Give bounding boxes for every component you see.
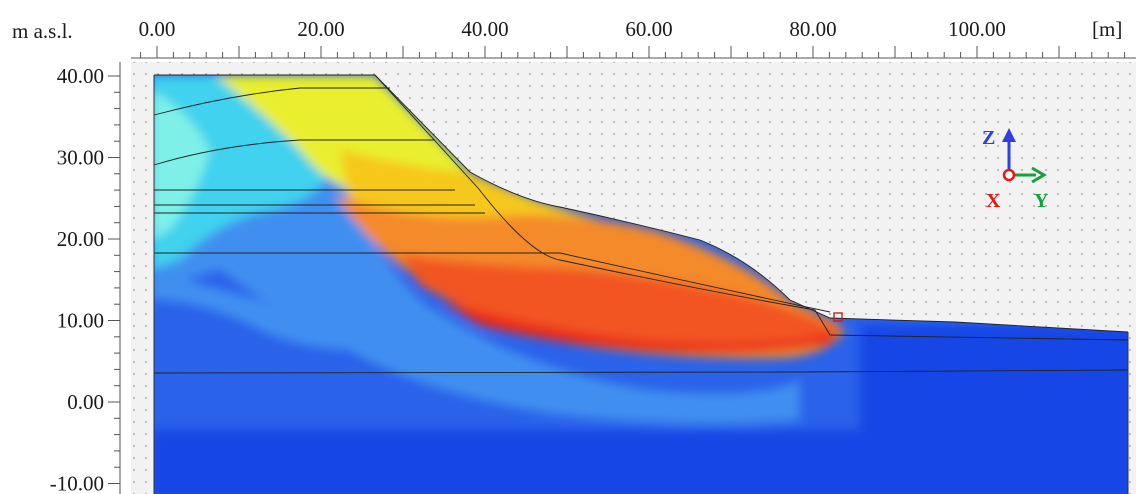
x-axis-label: X (986, 190, 1001, 212)
horizontal-tick-label: 40.00 (461, 17, 508, 41)
bedrock-band (154, 430, 1128, 494)
vertical-tick-label: 10.00 (57, 309, 104, 333)
vertical-tick-labels: 40.00 30.00 20.00 10.00 0.00 -10.00 (50, 64, 104, 494)
horizontal-tick-label: 100.00 (948, 17, 1006, 41)
left-ruler (108, 62, 121, 494)
vertical-tick-label: 40.00 (57, 64, 104, 88)
horizontal-tick-label: 20.00 (297, 17, 344, 41)
red-orange-band (400, 255, 840, 351)
orientation-gizmo[interactable]: Z X Y (982, 127, 1049, 212)
vertical-tick-label: -10.00 (50, 472, 104, 494)
z-axis-label: Z (982, 127, 995, 149)
x-axis-origin-icon (1002, 168, 1016, 182)
horizontal-tick-labels: 0.00 20.00 40.00 60.00 80.00 100.00 (139, 17, 1006, 41)
horizontal-unit-label: [m] (1092, 17, 1122, 41)
top-ruler (131, 46, 1136, 59)
vertical-tick-label: 30.00 (57, 146, 104, 170)
z-axis-arrow-icon (1002, 128, 1016, 142)
vertical-tick-label: 0.00 (67, 390, 104, 414)
model-boundary (153, 75, 1129, 494)
horizontal-tick-label: 80.00 (789, 17, 836, 41)
y-axis-label: Y (1034, 190, 1049, 212)
layer-boundaries (153, 74, 1129, 374)
y-axis-arrow-icon (1031, 166, 1047, 184)
horizontal-tick-label: 0.00 (139, 17, 176, 41)
vertical-tick-label: 20.00 (57, 227, 104, 251)
structure-marker (833, 312, 843, 322)
red-shear-band (440, 300, 840, 353)
horizontal-tick-label: 60.00 (625, 17, 672, 41)
vertical-unit-label: m a.s.l. (12, 19, 73, 43)
